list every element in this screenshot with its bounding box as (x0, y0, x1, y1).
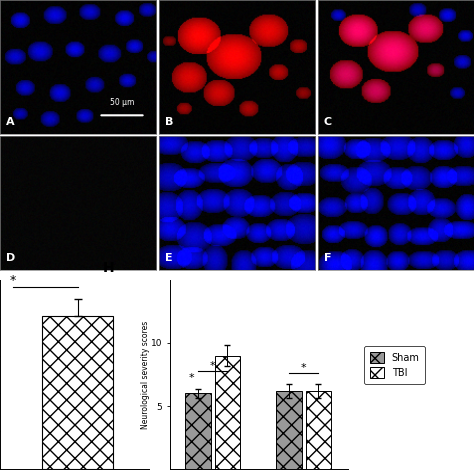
Text: C: C (324, 118, 332, 128)
Bar (306, 391, 331, 469)
Text: *: * (188, 373, 194, 383)
Y-axis label: Neurological severity scores: Neurological severity scores (141, 320, 150, 428)
Text: H: H (102, 261, 114, 275)
Text: *: * (210, 361, 215, 371)
Text: *: * (10, 274, 16, 287)
Legend: Sham, TBI: Sham, TBI (365, 346, 425, 384)
Text: A: A (6, 118, 15, 128)
Bar (276, 391, 301, 469)
Text: B: B (165, 118, 173, 128)
Bar (215, 356, 240, 469)
Text: F: F (324, 254, 331, 264)
Text: 50 μm: 50 μm (110, 98, 134, 107)
Bar (42, 316, 113, 469)
Text: D: D (6, 254, 16, 264)
Text: E: E (165, 254, 173, 264)
Bar (185, 393, 210, 469)
Text: *: * (301, 363, 307, 374)
